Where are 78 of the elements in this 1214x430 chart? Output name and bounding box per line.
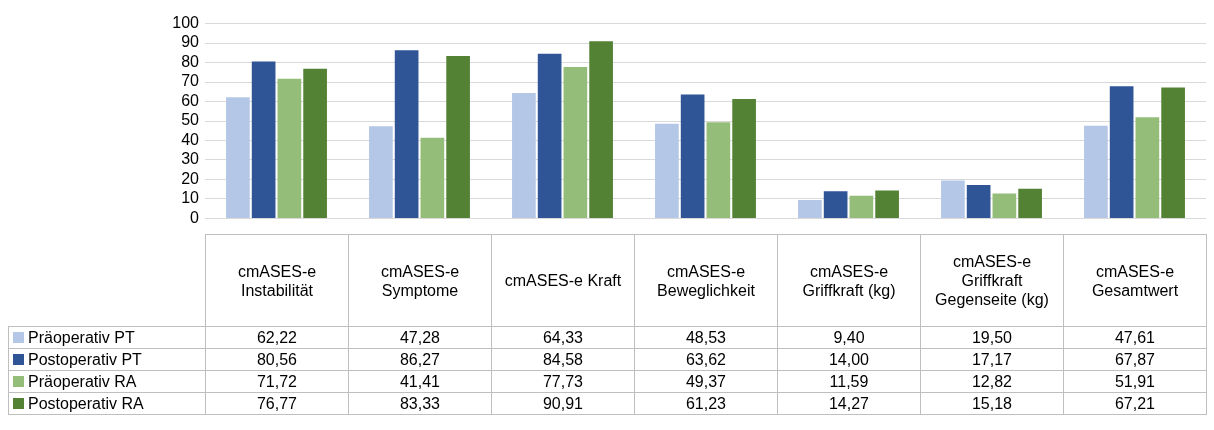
y-tick-label: 20 [181, 169, 200, 187]
data-label: 49,37 [634, 370, 778, 393]
bar [226, 97, 250, 218]
y-tick-label: 50 [181, 111, 200, 129]
data-label: 62,22 [205, 326, 349, 349]
bar [446, 56, 470, 218]
data-label: 19,50 [920, 326, 1064, 349]
bar [655, 123, 679, 218]
data-label: 9,40 [777, 326, 921, 349]
x-tick-label: cmASES-e Griffkraft (kg) [777, 234, 921, 327]
data-label: 76,77 [205, 392, 349, 415]
data-label: 11,59 [777, 370, 921, 393]
bar [563, 66, 588, 218]
bar [369, 126, 393, 218]
bar [251, 61, 276, 218]
bar [1135, 117, 1160, 218]
bar [1109, 86, 1134, 218]
data-label: 48,53 [634, 326, 778, 349]
x-tick-label: cmASES-e Beweglichkeit [634, 234, 778, 327]
bar [420, 137, 445, 218]
x-tick-label: cmASES-e Gesamtwert [1063, 234, 1207, 327]
bar [680, 94, 705, 218]
bar [277, 78, 302, 218]
bar [512, 93, 536, 218]
data-label: 77,73 [491, 370, 635, 393]
y-tick-label: 10 [181, 189, 200, 207]
y-tick-label: 0 [190, 208, 200, 226]
bar [1018, 188, 1042, 218]
bar [1161, 87, 1185, 218]
data-label: 14,00 [777, 348, 921, 371]
data-label: 67,21 [1063, 392, 1207, 415]
y-tick-label: 40 [181, 130, 200, 148]
x-tick-label: cmASES-e Instabilität [205, 234, 349, 327]
data-label: 14,27 [777, 392, 921, 415]
x-tick-label: cmASES-e Kraft [491, 234, 635, 327]
data-label: 61,23 [634, 392, 778, 415]
legend-label: Präoperativ PT [8, 326, 206, 349]
y-tick-label: 90 [181, 33, 200, 51]
data-label: 63,62 [634, 348, 778, 371]
y-tick-label: 70 [181, 72, 200, 90]
data-label: 67,87 [1063, 348, 1207, 371]
data-label: 47,28 [348, 326, 492, 349]
bar [394, 50, 419, 218]
data-label: 15,18 [920, 392, 1064, 415]
bar [303, 68, 327, 218]
bar [941, 180, 965, 218]
data-label: 47,61 [1063, 326, 1207, 349]
data-label: 86,27 [348, 348, 492, 371]
data-label: 17,17 [920, 348, 1064, 371]
y-tick-label: 100 [172, 14, 200, 32]
legend-label: Postoperativ PT [8, 348, 206, 371]
y-tick-label: 80 [181, 52, 200, 70]
legend-label: Postoperativ RA [8, 392, 206, 415]
data-label: 83,33 [348, 392, 492, 415]
bar [537, 53, 562, 218]
bar [732, 99, 756, 218]
legend-label: Präoperativ RA [8, 370, 206, 393]
bar [1084, 125, 1108, 218]
bar [966, 184, 991, 218]
data-label: 71,72 [205, 370, 349, 393]
data-label: 41,41 [348, 370, 492, 393]
data-label: 80,56 [205, 348, 349, 371]
bar [706, 122, 731, 218]
bar [992, 193, 1017, 218]
bar [798, 200, 822, 218]
data-label: 90,91 [491, 392, 635, 415]
y-tick-label: 30 [181, 150, 200, 168]
data-label: 64,33 [491, 326, 635, 349]
x-tick-label: cmASES-e Griffkraft Gegenseite (kg) [920, 234, 1064, 327]
data-label: 12,82 [920, 370, 1064, 393]
y-tick-label: 60 [181, 91, 200, 109]
bar [823, 191, 848, 218]
data-label: 51,91 [1063, 370, 1207, 393]
x-tick-label: cmASES-e Symptome [348, 234, 492, 327]
bar [589, 41, 613, 218]
data-label: 84,58 [491, 348, 635, 371]
bar [849, 195, 874, 218]
bar [875, 190, 899, 218]
